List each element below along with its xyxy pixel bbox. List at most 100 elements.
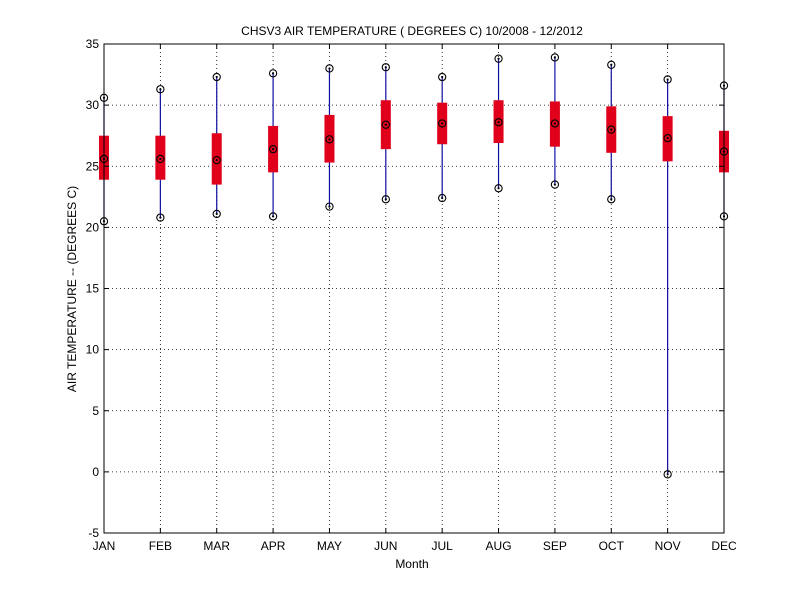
max-marker-dot: [553, 56, 557, 59]
max-marker: [325, 64, 334, 73]
iqr-box: [155, 135, 166, 180]
median-marker-dot: [553, 122, 557, 125]
x-tick-label: FEB: [149, 539, 172, 553]
max-marker-dot: [328, 67, 331, 70]
x-tick-label: SEP: [543, 539, 567, 553]
y-tick-label: 20: [86, 220, 100, 234]
box-oct: [606, 60, 617, 204]
x-tick-label: JUN: [374, 539, 397, 553]
max-marker-dot: [610, 63, 613, 66]
max-marker: [550, 53, 560, 62]
min-marker-dot: [441, 196, 444, 200]
y-tick-label: 35: [86, 37, 100, 51]
y-axis-label: AIR TEMPERATURE -- (DEGREES C): [65, 186, 79, 392]
x-tick-label: OCT: [599, 539, 625, 553]
x-tick-label: JUL: [432, 539, 454, 553]
min-marker: [325, 202, 334, 211]
min-marker-dot: [215, 212, 218, 216]
median-marker: [156, 154, 165, 164]
x-axis-label: Month: [395, 557, 428, 571]
y-tick-label: 30: [86, 98, 100, 112]
box-jun: [380, 63, 391, 204]
max-marker: [212, 72, 221, 82]
x-tick-label: MAY: [317, 539, 342, 553]
max-marker-dot: [215, 75, 218, 79]
min-marker-dot: [497, 187, 500, 190]
chart-title: CHSV3 AIR TEMPERATURE ( DEGREES C) 10/20…: [241, 24, 583, 38]
min-marker-dot: [553, 183, 557, 186]
median-marker: [438, 119, 447, 128]
max-marker-dot: [497, 57, 500, 60]
box-nov: [662, 75, 673, 479]
box-mar: [211, 72, 222, 219]
max-marker: [268, 69, 278, 78]
max-marker: [381, 63, 390, 72]
min-marker: [156, 213, 165, 222]
median-marker: [494, 118, 503, 127]
max-marker: [663, 75, 672, 84]
x-tick-label: DEC: [711, 539, 737, 553]
max-marker: [156, 85, 165, 94]
x-tick-label: JAN: [93, 539, 116, 553]
box-apr: [268, 69, 279, 221]
max-marker: [607, 60, 616, 69]
max-marker-dot: [159, 88, 162, 91]
median-marker-dot: [215, 159, 218, 162]
box-feb: [155, 85, 166, 222]
max-marker: [438, 72, 447, 82]
y-tick-label: 5: [92, 404, 99, 418]
max-marker-dot: [441, 75, 444, 79]
min-marker: [212, 209, 221, 219]
median-marker-dot: [328, 138, 331, 141]
max-marker-dot: [384, 66, 387, 69]
box-sep: [549, 53, 560, 189]
max-marker-dot: [271, 72, 275, 75]
y-tick-label: 25: [86, 159, 100, 173]
x-tick-label: NOV: [655, 539, 681, 553]
min-marker: [550, 180, 560, 189]
x-tick-label: AUG: [486, 539, 512, 553]
min-marker-dot: [271, 215, 275, 218]
median-marker-dot: [666, 137, 669, 140]
min-marker-dot: [384, 198, 387, 201]
median-marker: [212, 155, 221, 165]
median-marker: [325, 135, 334, 144]
min-marker: [494, 184, 503, 193]
box-jul: [437, 72, 448, 203]
box-aug: [493, 54, 504, 193]
median-marker-dot: [384, 123, 387, 126]
min-marker: [663, 470, 672, 479]
min-marker: [268, 212, 278, 221]
max-marker-dot: [666, 78, 669, 81]
median-marker-dot: [159, 157, 162, 161]
min-marker: [438, 193, 447, 203]
median-marker: [381, 120, 390, 129]
max-marker: [494, 54, 503, 63]
median-marker: [607, 125, 616, 134]
min-marker-dot: [610, 198, 613, 201]
y-tick-label: -5: [88, 526, 99, 540]
median-marker-dot: [271, 148, 275, 151]
x-tick-label: MAR: [203, 539, 230, 553]
x-tick-label: APR: [261, 539, 286, 553]
min-marker: [381, 195, 390, 204]
box-may: [324, 64, 335, 211]
min-marker-dot: [666, 473, 669, 476]
y-tick-label: 15: [86, 282, 100, 296]
median-marker: [550, 119, 560, 128]
median-marker-dot: [610, 128, 613, 131]
median-marker: [268, 144, 278, 154]
median-marker-dot: [441, 122, 444, 125]
iqr-box: [211, 133, 222, 185]
min-marker-dot: [328, 205, 331, 208]
min-marker: [607, 195, 616, 204]
y-tick-label: 0: [92, 465, 99, 479]
median-marker: [663, 133, 672, 143]
min-marker-dot: [159, 216, 162, 219]
axis-ticks: -5 0 5 10 15 20 25 30 35 JAN FEB MAR APR MAY JUN JUL AUG…: [86, 37, 737, 553]
median-marker-dot: [497, 121, 500, 124]
y-tick-label: 10: [86, 343, 100, 357]
